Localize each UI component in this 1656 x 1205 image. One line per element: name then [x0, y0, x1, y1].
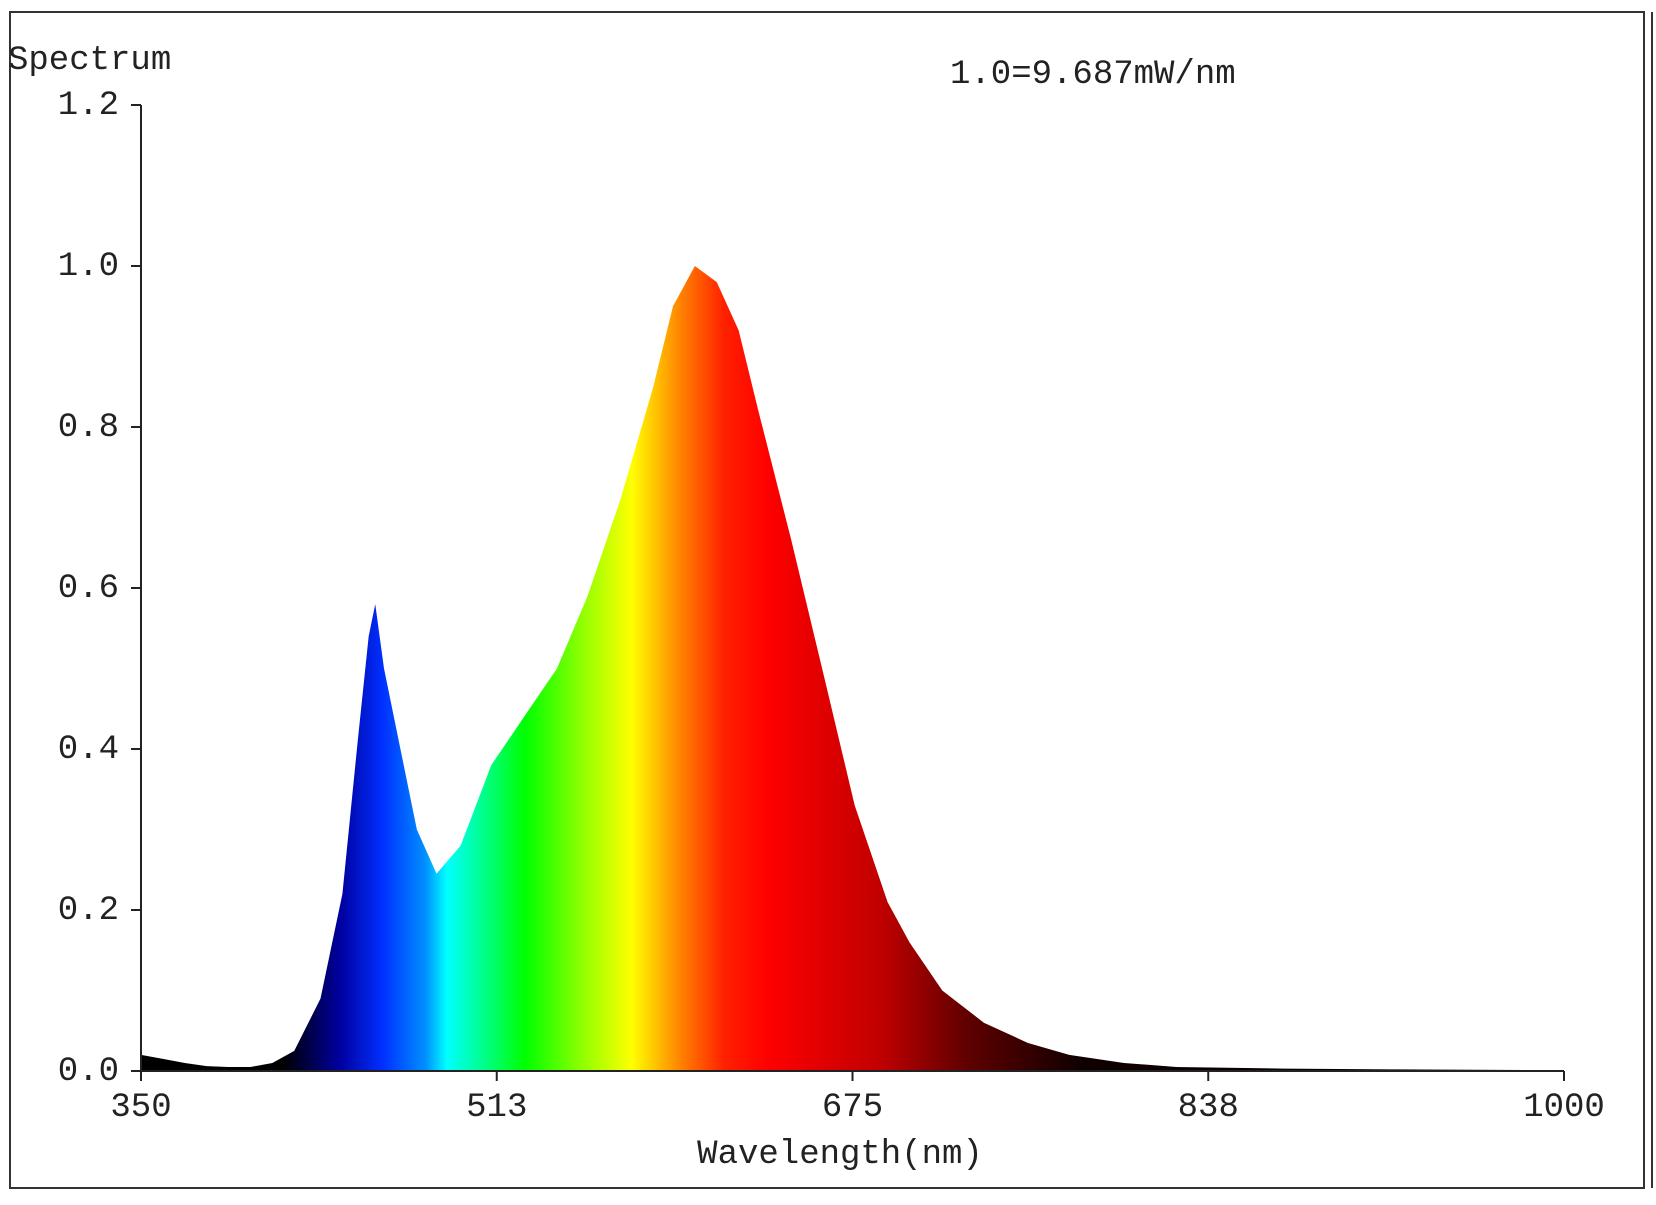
- x-tick-label: 675: [822, 1089, 883, 1127]
- y-tick-label: 0.0: [58, 1053, 119, 1091]
- y-tick-label: 1.2: [58, 87, 119, 125]
- y-tick-label: 0.2: [58, 892, 119, 930]
- annotation: 1.0=9.687mW/nm: [950, 56, 1236, 94]
- x-tick-label: 350: [110, 1089, 171, 1127]
- y-tick-label: 0.8: [58, 409, 119, 447]
- y-tick-label: 0.6: [58, 570, 119, 608]
- spectrum-area: [141, 266, 1564, 1071]
- x-tick-label: 513: [466, 1089, 527, 1127]
- y-axis-label: Spectrum: [8, 42, 171, 80]
- x-tick-label: 838: [1178, 1089, 1239, 1127]
- x-tick-label: 1000: [1523, 1089, 1605, 1127]
- frame: [9, 11, 1645, 1189]
- x-axis-label: Wavelength(nm): [697, 1136, 983, 1174]
- y-tick-label: 0.4: [58, 731, 119, 769]
- y-tick-label: 1.0: [58, 248, 119, 286]
